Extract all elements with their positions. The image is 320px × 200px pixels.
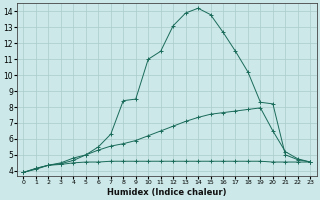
- X-axis label: Humidex (Indice chaleur): Humidex (Indice chaleur): [107, 188, 227, 197]
